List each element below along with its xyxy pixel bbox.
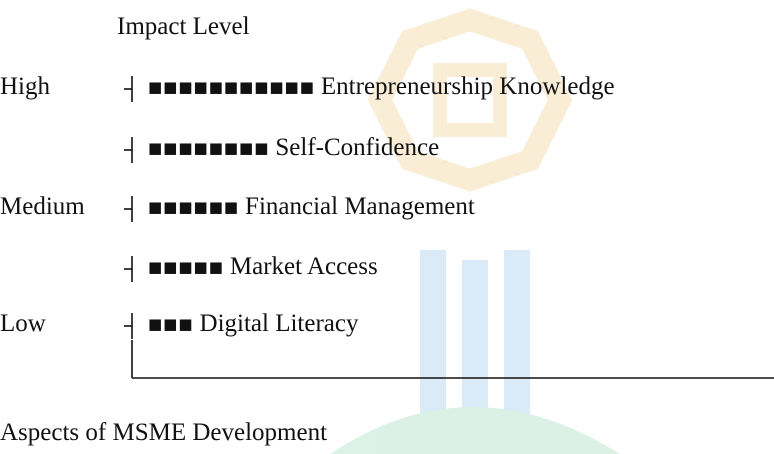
aspect-label: Digital Literacy (199, 310, 359, 337)
x-axis-title: Aspects of MSME Development (0, 419, 328, 446)
aspect-label: Financial Management (245, 193, 475, 220)
row: ■■■■■ Market Access (148, 252, 378, 282)
watermark (330, 8, 620, 454)
bar: ■■■■■■■■■■■ (148, 78, 315, 96)
aspect-label: Entrepreneurship Knowledge (320, 73, 615, 100)
level-label: High (0, 73, 50, 100)
row: ■■■ Digital Literacy (148, 309, 359, 339)
axis-title: Impact Level (117, 13, 250, 40)
aspect-label: Self-Confidence (275, 134, 440, 161)
bar: ■■■ (148, 315, 194, 333)
bar: ■■■■■ (148, 258, 224, 276)
level-label: Medium (0, 193, 85, 220)
row: ■■■■■■■■ Self-Confidence (148, 133, 439, 163)
aspect-label: Market Access (229, 253, 378, 280)
row: ■■■■■■■■■■■ Entrepreneurship Knowledge (148, 72, 615, 102)
bar: ■■■■■■ (148, 198, 240, 216)
bar: ■■■■■■■■ (148, 139, 270, 157)
row: ■■■■■■ Financial Management (148, 192, 475, 222)
axis (124, 76, 774, 379)
level-label: Low (0, 310, 46, 337)
